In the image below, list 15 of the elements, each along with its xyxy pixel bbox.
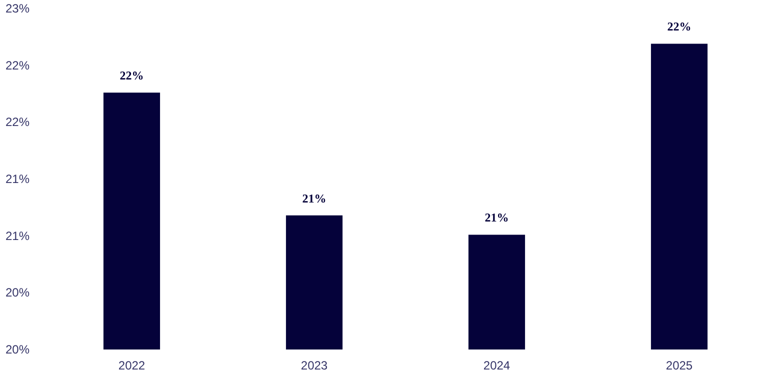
x-tick-label: 2022: [118, 358, 146, 372]
y-tick-label: 21%: [5, 228, 30, 243]
y-tick-label: 22%: [5, 58, 30, 72]
data-label: 21%: [302, 191, 326, 206]
x-tick-label: 2025: [666, 358, 693, 372]
data-label: 21%: [484, 210, 509, 225]
x-tick-label: 2024: [483, 358, 510, 372]
data-label: 22%: [120, 68, 144, 83]
y-tick-label: 21%: [5, 172, 30, 186]
y-tick-label: 22%: [5, 115, 30, 130]
y-tick-label: 20%: [5, 286, 30, 300]
data-label: 22%: [667, 20, 692, 34]
y-tick-label: 20%: [5, 342, 30, 356]
y-tick-label: 23%: [5, 2, 30, 16]
x-tick-label: 2023: [300, 358, 328, 372]
